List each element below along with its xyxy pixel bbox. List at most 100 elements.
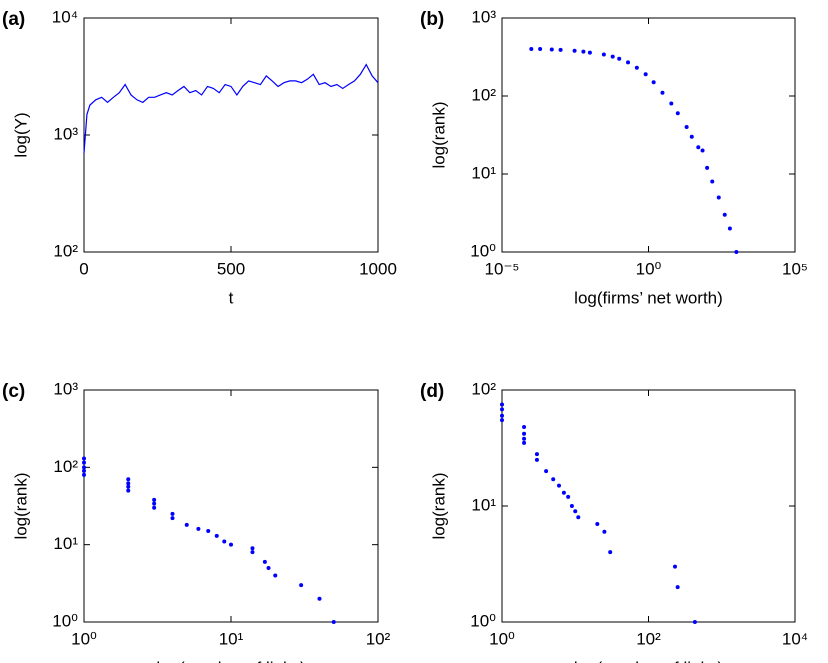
data-point: [634, 65, 639, 70]
y-tick-label: 10²: [53, 241, 78, 260]
x-tick-label: 10¹: [219, 629, 244, 648]
data-point: [522, 424, 527, 429]
x-tick-label: 0: [79, 259, 88, 278]
x-tick-label: 10²: [366, 629, 391, 648]
plot-area: [501, 389, 796, 623]
data-point: [152, 501, 157, 506]
data-point: [684, 125, 689, 130]
x-tick-label: 1000: [359, 259, 397, 278]
y-tick-label: 10⁰: [470, 241, 496, 260]
x-axis-label: t: [229, 288, 234, 307]
data-point: [689, 134, 694, 139]
y-tick-label: 10¹: [471, 163, 496, 182]
data-point: [551, 477, 556, 482]
data-point: [587, 50, 592, 55]
data-point: [692, 620, 697, 624]
data-point: [222, 539, 227, 544]
x-tick-label: 10⁴: [782, 629, 808, 648]
data-point: [500, 413, 504, 418]
data-point: [529, 47, 534, 52]
y-axis-label: log(rank): [429, 101, 448, 168]
data-point: [626, 60, 631, 65]
data-point: [700, 148, 705, 153]
data-point: [727, 226, 732, 231]
y-tick-label: 10³: [53, 124, 78, 143]
data-point: [672, 564, 677, 569]
data-point: [331, 620, 336, 624]
y-tick-label: 10²: [53, 457, 78, 476]
x-axis-label: log(firms’ net worth): [574, 288, 723, 307]
data-point: [544, 469, 549, 474]
data-point: [184, 522, 189, 527]
data-point: [500, 402, 504, 407]
data-line: [83, 63, 379, 154]
x-tick-label: 10⁰: [71, 629, 97, 648]
y-axis-label: log(rank): [429, 472, 448, 539]
y-tick-label: 10⁴: [52, 7, 78, 26]
y-tick-label: 10³: [471, 7, 496, 26]
plot-area: [501, 17, 796, 253]
data-point: [651, 80, 656, 85]
data-point: [710, 179, 715, 184]
data-point: [214, 533, 219, 538]
data-point: [556, 483, 561, 488]
y-tick-label: 10³: [53, 379, 78, 398]
data-point: [500, 418, 504, 423]
x-tick-label: 10⁻⁵: [485, 259, 520, 278]
x-axis-label: log(number of links): [574, 658, 723, 663]
data-point: [538, 47, 543, 52]
data-point: [643, 72, 648, 77]
data-point: [572, 48, 577, 53]
data-point: [522, 431, 527, 436]
data-point: [126, 477, 131, 482]
data-point: [522, 436, 527, 441]
data-point: [660, 90, 665, 95]
y-axis-label: log(rank): [11, 472, 30, 539]
data-point: [273, 573, 278, 578]
y-tick-label: 10⁰: [470, 611, 496, 630]
data-point: [558, 47, 563, 52]
y-tick-label: 10⁰: [52, 611, 78, 630]
plot-area: [83, 389, 379, 623]
data-point: [549, 47, 554, 52]
data-point: [82, 472, 86, 477]
data-point: [608, 550, 613, 555]
data-point: [617, 56, 622, 61]
data-point: [602, 529, 607, 534]
y-tick-label: 10¹: [53, 534, 78, 553]
y-tick-label: 10²: [471, 85, 496, 104]
data-point: [206, 529, 211, 534]
data-point: [262, 559, 267, 564]
data-point: [196, 526, 201, 531]
data-point: [250, 550, 255, 555]
data-point: [126, 481, 131, 486]
data-point: [595, 521, 600, 526]
y-tick-label: 10¹: [471, 495, 496, 514]
data-point: [669, 101, 674, 106]
data-point: [82, 465, 86, 470]
data-point: [317, 596, 322, 601]
data-point: [82, 456, 86, 461]
data-point: [126, 484, 131, 489]
data-point: [534, 452, 539, 457]
data-point: [534, 457, 539, 462]
data-point: [82, 468, 86, 473]
data-point: [716, 195, 721, 200]
data-point: [266, 565, 271, 570]
data-point: [722, 212, 727, 217]
data-point: [705, 165, 710, 170]
x-tick-label: 10⁵: [782, 259, 808, 278]
x-tick-label: 10⁰: [636, 259, 662, 278]
panel-title: (c): [2, 381, 25, 402]
data-point: [250, 546, 255, 551]
data-point: [734, 250, 739, 254]
data-point: [561, 490, 566, 495]
data-point: [522, 440, 527, 445]
data-point: [152, 505, 157, 510]
data-point: [500, 407, 504, 412]
data-point: [299, 583, 304, 588]
panel-title: (d): [420, 381, 444, 402]
data-point: [573, 509, 578, 514]
y-tick-label: 10²: [471, 379, 496, 398]
